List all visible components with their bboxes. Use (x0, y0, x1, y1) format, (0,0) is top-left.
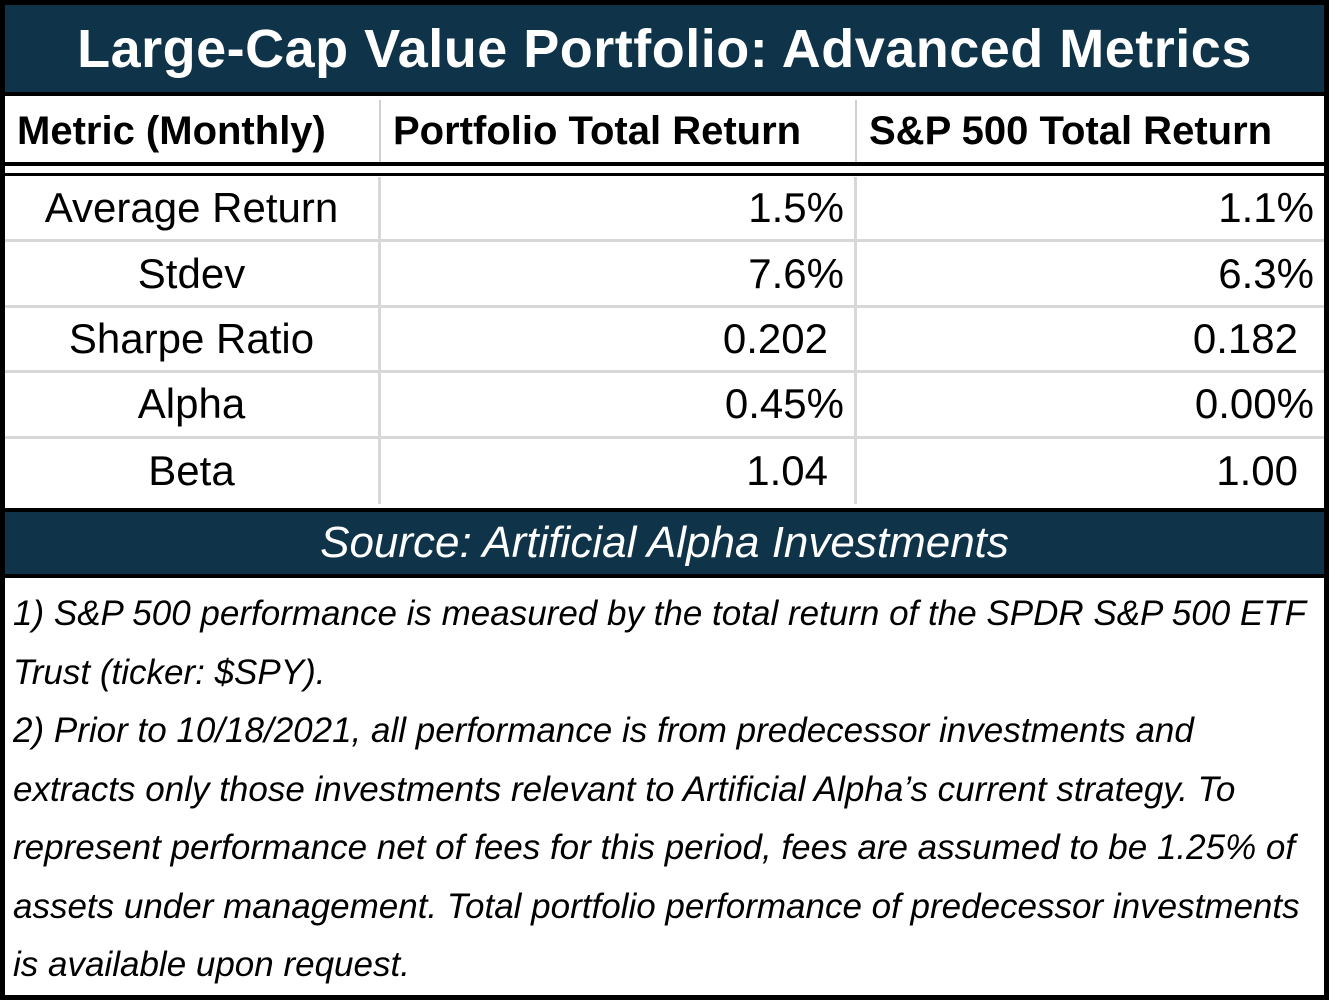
table-title: Large-Cap Value Portfolio: Advanced Metr… (5, 5, 1324, 96)
metric-label: Alpha (5, 373, 381, 436)
portfolio-value: 1.04 (381, 438, 857, 504)
portfolio-value: 0.45% (381, 373, 857, 436)
header-sp500: S&P 500 Total Return (869, 108, 1273, 153)
sp500-value: 1.00 (1216, 447, 1298, 495)
portfolio-value: 7.6% (381, 242, 857, 305)
sp500-value: 0.00% (1194, 380, 1314, 428)
table-body: Average Return 1.5% 1.1% Stdev 7.6% 6.3%… (5, 177, 1324, 504)
sp500-value: 1.1% (1218, 184, 1314, 232)
header-divider (5, 166, 1324, 176)
table-row: Alpha 0.45% 0.00% (5, 373, 1324, 439)
footnote-2: 2) Prior to 10/18/2021, all performance … (13, 711, 1300, 984)
sp500-value: 6.3% (1218, 249, 1314, 297)
table-row: Sharpe Ratio 0.202 0.182 (5, 307, 1324, 374)
footnote-1: 1) S&P 500 performance is measured by th… (13, 594, 1306, 692)
table-header-row: Metric (Monthly) Portfolio Total Return … (5, 100, 1324, 166)
metric-label: Average Return (5, 177, 381, 240)
footnotes: 1) S&P 500 performance is measured by th… (13, 585, 1316, 987)
metric-label: Sharpe Ratio (5, 307, 381, 371)
metric-label: Beta (5, 438, 381, 504)
portfolio-value: 1.5% (381, 177, 857, 240)
sp500-value: 0.182 (1192, 314, 1298, 362)
header-portfolio: Portfolio Total Return (381, 100, 857, 162)
table-row: Beta 1.04 1.00 (5, 438, 1324, 504)
source-caption: Source: Artificial Alpha Investments (5, 508, 1324, 578)
portfolio-value: 0.202 (381, 307, 857, 371)
header-metric: Metric (Monthly) (5, 100, 381, 162)
metric-label: Stdev (5, 242, 381, 305)
table-row: Average Return 1.5% 1.1% (5, 177, 1324, 243)
table-row: Stdev 7.6% 6.3% (5, 242, 1324, 308)
